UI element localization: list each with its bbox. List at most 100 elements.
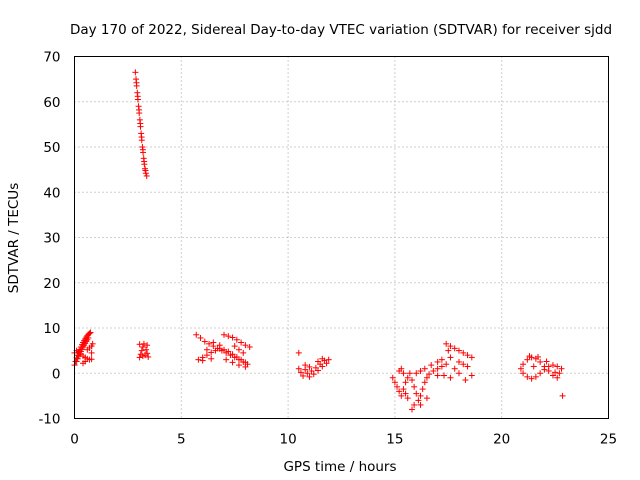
data-point (319, 363, 326, 370)
data-point (447, 343, 454, 350)
y-tick-label: -10 (38, 412, 60, 428)
data-point (85, 334, 92, 341)
x-tick-label: 10 (280, 432, 297, 448)
data-point (143, 172, 150, 179)
data-point (87, 329, 94, 336)
data-point (423, 395, 430, 402)
data-point (402, 390, 409, 397)
data-point (535, 353, 542, 360)
data-point (434, 372, 441, 379)
data-point (88, 349, 95, 356)
data-point (193, 331, 200, 338)
y-tick-label: 40 (43, 185, 60, 201)
data-point (325, 356, 332, 363)
data-point (543, 358, 550, 365)
data-point (428, 362, 435, 369)
data-point (238, 339, 245, 346)
data-point (455, 358, 462, 365)
data-point (445, 347, 452, 354)
data-point (197, 334, 204, 341)
data-point (398, 365, 405, 372)
data-point (438, 363, 445, 370)
data-point (528, 375, 535, 382)
data-point (419, 386, 426, 393)
data-point (132, 69, 139, 76)
data-point (136, 341, 143, 348)
data-point (400, 370, 407, 377)
data-point (455, 347, 462, 354)
plot-frame (74, 56, 609, 419)
data-point (139, 344, 146, 351)
data-point (545, 363, 552, 370)
data-point (415, 397, 422, 404)
data-point (447, 374, 454, 381)
x-axis-label: GPS time / hours (283, 459, 396, 475)
data-point (137, 120, 144, 127)
data-point (141, 158, 148, 165)
data-point (203, 346, 210, 353)
data-point (295, 349, 302, 356)
data-point (134, 93, 141, 100)
data-point (434, 358, 441, 365)
data-point (225, 348, 232, 355)
data-point (240, 349, 247, 356)
data-point (199, 357, 206, 364)
y-tick-label: 20 (43, 276, 60, 292)
data-point (233, 336, 240, 343)
x-tick-labels: 0 5 10 15 20 25 (70, 432, 617, 448)
data-point (406, 370, 413, 377)
data-point (138, 134, 145, 141)
data-point (315, 367, 322, 374)
data-point (556, 370, 563, 377)
data-point (468, 354, 475, 361)
data-point (396, 388, 403, 395)
data-point (558, 365, 565, 372)
data-point (389, 374, 396, 381)
data-point (238, 356, 245, 363)
y-tick-label: 50 (43, 140, 60, 156)
data-point (242, 363, 249, 370)
y-axis-label: SDTVAR / TECUs (6, 183, 22, 293)
data-point (295, 365, 302, 372)
data-point (417, 367, 424, 374)
data-point (549, 372, 556, 379)
data-point (398, 392, 405, 399)
data-point (408, 406, 415, 413)
data-point (526, 353, 533, 360)
data-point (426, 371, 433, 378)
data-point (212, 347, 219, 354)
data-point (142, 167, 149, 174)
data-point (559, 392, 566, 399)
data-point (400, 386, 407, 393)
data-point (408, 377, 415, 384)
data-point (402, 379, 409, 386)
data-point (136, 106, 143, 113)
data-point (464, 352, 471, 359)
data-point (306, 373, 313, 380)
data-point (201, 338, 208, 345)
gridlines (74, 56, 609, 419)
data-point (391, 379, 398, 386)
data-point (89, 340, 96, 347)
x-tick-label: 15 (386, 432, 403, 448)
data-point (229, 359, 236, 366)
data-point (413, 390, 420, 397)
y-tick-label: 10 (43, 321, 60, 337)
data-point (308, 367, 315, 374)
y-tick-label: 60 (43, 95, 60, 111)
y-tick-label: 30 (43, 231, 60, 247)
data-point (421, 379, 428, 386)
x-tick-label: 5 (177, 432, 186, 448)
data-point (520, 361, 527, 368)
data-point (443, 361, 450, 368)
data-point (532, 373, 539, 380)
data-point (404, 395, 411, 402)
data-point (460, 349, 467, 356)
data-point (221, 331, 228, 338)
data-point (235, 346, 242, 353)
data-point (242, 342, 249, 349)
data-point (404, 374, 411, 381)
data-point (530, 363, 537, 370)
data-point (541, 366, 548, 373)
